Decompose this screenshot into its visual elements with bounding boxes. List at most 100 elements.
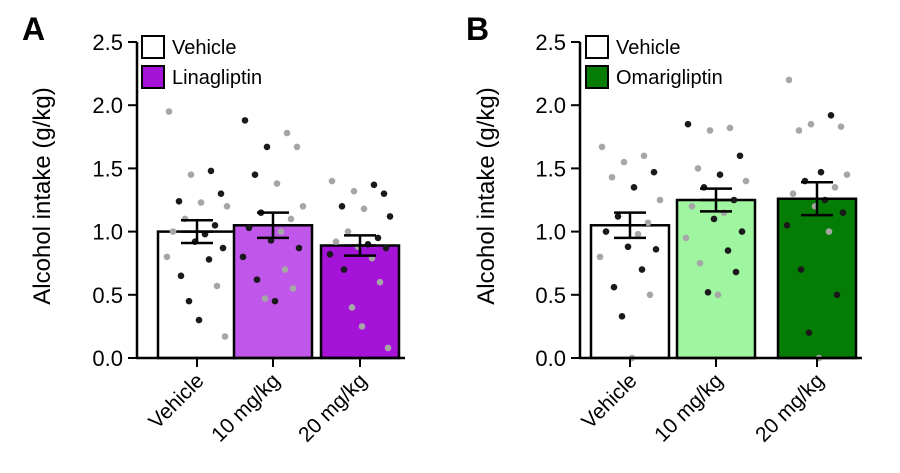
data-point (638, 266, 646, 273)
panel-b: B Alcohol intake (g/kg) 0.0 0.5 1.0 1.5 2.0 2… (466, 11, 862, 447)
data-point (382, 244, 390, 252)
data-point (805, 329, 813, 337)
y-tick-label: 2.5 (535, 30, 566, 55)
legend-label-linagliptin: Linagliptin (172, 67, 262, 89)
bar-3 (776, 197, 858, 360)
data-point (650, 168, 658, 176)
data-point (251, 171, 259, 179)
data-point (293, 143, 301, 151)
data-point (688, 203, 696, 210)
panel-b-y-ticks: 0.0 0.5 1.0 1.5 2.0 2.5 (535, 30, 580, 371)
panel-a-axes (135, 42, 405, 367)
panel-b-error-bars (614, 181, 833, 240)
data-point (175, 197, 183, 205)
legend-swatch-vehicle (141, 35, 165, 59)
data-point (738, 228, 746, 235)
data-point (714, 291, 722, 299)
data-point (263, 143, 271, 151)
legend-swatch-vehicle (585, 35, 609, 59)
data-point (646, 291, 654, 299)
data-point (614, 213, 622, 220)
y-tick-label: 0.5 (535, 283, 566, 308)
data-point (783, 221, 791, 229)
legend-swatch-linagliptin (141, 65, 165, 89)
data-point (205, 256, 213, 263)
y-tick-label: 2.0 (535, 93, 566, 118)
data-point (221, 333, 229, 340)
data-point (696, 259, 704, 267)
data-point (360, 205, 368, 213)
panel-a: A Alcohol intake (g/kg) 0.0 0.5 1.0 1.5 2.0 2… (22, 11, 405, 447)
data-point (287, 215, 295, 223)
data-point (706, 127, 714, 134)
data-point (640, 152, 648, 160)
data-point (704, 288, 712, 296)
y-tick-label: 2.0 (92, 93, 123, 118)
data-point (618, 312, 626, 320)
data-point (350, 187, 358, 195)
panel-a-error-bars (181, 211, 376, 257)
y-tick-label: 1.0 (535, 220, 566, 245)
panel-a-y-ticks: 0.0 0.5 1.0 1.5 2.0 2.5 (92, 30, 137, 371)
data-point (187, 171, 195, 179)
panel-b-axes (578, 42, 862, 367)
data-point (610, 283, 618, 291)
data-point (797, 266, 805, 273)
data-point (789, 190, 797, 197)
data-point (185, 297, 193, 305)
category-label: 20 mg/kg (751, 369, 828, 446)
data-point (163, 253, 171, 261)
data-point (602, 228, 610, 235)
data-point (340, 266, 348, 273)
y-tick-label: 1.5 (92, 156, 123, 181)
data-point (817, 168, 825, 176)
legend-swatch-omarigliptin (585, 65, 609, 89)
data-point (732, 268, 740, 276)
data-point (596, 253, 604, 261)
data-point (386, 213, 394, 220)
data-point (207, 167, 215, 175)
y-tick-label: 0.5 (92, 283, 123, 308)
data-point (652, 245, 660, 253)
data-point (211, 221, 219, 229)
data-point (217, 190, 225, 197)
data-point (295, 244, 303, 252)
bar-3 (319, 244, 401, 360)
data-point (795, 127, 803, 134)
panel-b-legend: Vehicle Omarigliptin (585, 35, 723, 89)
category-label: 10 mg/kg (207, 369, 284, 446)
data-point (710, 215, 718, 223)
data-point (169, 228, 177, 235)
data-point (726, 124, 734, 132)
data-point (326, 251, 334, 258)
data-point (344, 228, 352, 235)
data-point (656, 196, 664, 204)
data-point (380, 190, 388, 197)
data-point (289, 285, 297, 292)
data-point (624, 243, 632, 251)
data-point (332, 238, 340, 246)
panel-b-categories: Vehicle 10 mg/kg 20 mg/kg (577, 369, 828, 446)
panel-a-y-axis-label: Alcohol intake (g/kg) (29, 87, 56, 304)
data-point (358, 323, 366, 330)
y-tick-label: 2.5 (92, 30, 123, 55)
data-point (219, 244, 227, 252)
legend-label-vehicle: Vehicle (172, 37, 237, 59)
data-point (253, 276, 261, 283)
data-point (742, 177, 750, 185)
data-point (245, 224, 253, 232)
data-point (684, 120, 692, 128)
data-point (785, 76, 793, 84)
legend-label-omarigliptin: Omarigliptin (616, 67, 723, 89)
data-point (608, 173, 616, 181)
data-point (831, 184, 839, 191)
data-point (374, 234, 382, 242)
data-point (348, 304, 356, 311)
data-point (682, 234, 690, 242)
data-point (261, 295, 269, 302)
data-point (384, 344, 392, 352)
panel-b-label: B (466, 11, 489, 47)
data-point (724, 247, 732, 254)
legend-label-vehicle: Vehicle (616, 37, 681, 59)
